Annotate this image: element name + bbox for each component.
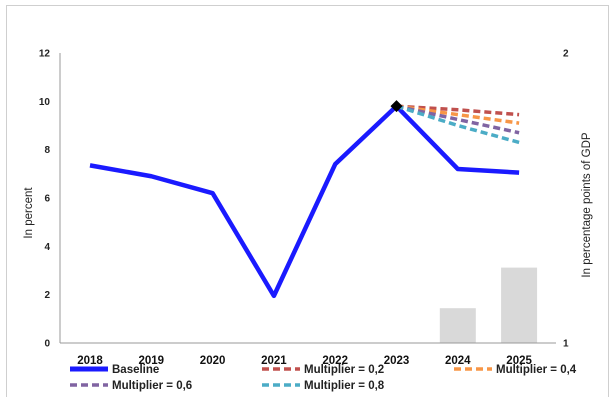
y-right-tick-labels: 12	[563, 49, 569, 350]
legend-item: Baseline	[70, 364, 159, 376]
y-right-axis-label: In percentage points of GDP	[581, 132, 593, 277]
x-tick-label: 2019	[139, 355, 165, 367]
legend: Baseline Multiplier = 0,2 Multiplier = 0,4…	[70, 364, 577, 392]
legend-item: Multiplier = 0,2	[262, 364, 384, 376]
series-line-baseline	[89, 103, 520, 299]
legend-item: Multiplier = 0,4	[454, 364, 577, 376]
x-tick-label: 2025	[506, 355, 532, 367]
y-tick-label: 8	[44, 145, 50, 156]
series-line-multiplier-1	[396, 104, 520, 117]
x-tick-label: 2021	[261, 355, 287, 367]
legend-label: Multiplier = 0,8	[304, 380, 385, 392]
x-tick-label: 2024	[445, 355, 471, 367]
x-tick-label: 2022	[322, 355, 348, 367]
series-lines	[89, 103, 520, 299]
x-tick-label: 2023	[384, 355, 410, 367]
bar-2024	[439, 308, 476, 343]
y-tick-labels: 0 2 4 6 8 10 12	[39, 49, 51, 350]
legend-label: Baseline	[112, 364, 159, 376]
marker-diamond	[390, 100, 403, 113]
chart-frame	[6, 5, 609, 397]
legend-item: Multiplier = 0,6	[70, 380, 192, 392]
y-tick-label: 0	[44, 339, 50, 350]
legend-label: Multiplier = 0,4	[496, 364, 577, 376]
y-tick-label: 4	[44, 242, 50, 253]
series-line-multiplier-3	[396, 104, 520, 135]
bars-layer	[439, 267, 538, 343]
y-right-tick-label: 2	[563, 49, 569, 60]
y-tick-label: 10	[39, 97, 51, 108]
x-tick-label: 2018	[77, 355, 103, 367]
legend-label: Multiplier = 0,2	[304, 364, 384, 376]
y-tick-label: 6	[44, 194, 50, 205]
bar-2025	[501, 267, 538, 343]
x-tick-label: 2020	[200, 355, 226, 367]
legend-label: Multiplier = 0,6	[112, 380, 192, 392]
legend-item: Multiplier = 0,8	[262, 380, 385, 392]
y-axis-label: In percent	[23, 187, 35, 239]
y-tick-label: 2	[44, 290, 50, 301]
x-tick-labels: 2018 2019 2020 2021 2022 2023 2024 2025	[77, 355, 532, 367]
y-tick-label: 12	[39, 49, 51, 60]
y-right-tick-label: 1	[563, 339, 569, 350]
markers-layer	[390, 100, 403, 113]
series-line-multiplier-2	[396, 104, 520, 125]
